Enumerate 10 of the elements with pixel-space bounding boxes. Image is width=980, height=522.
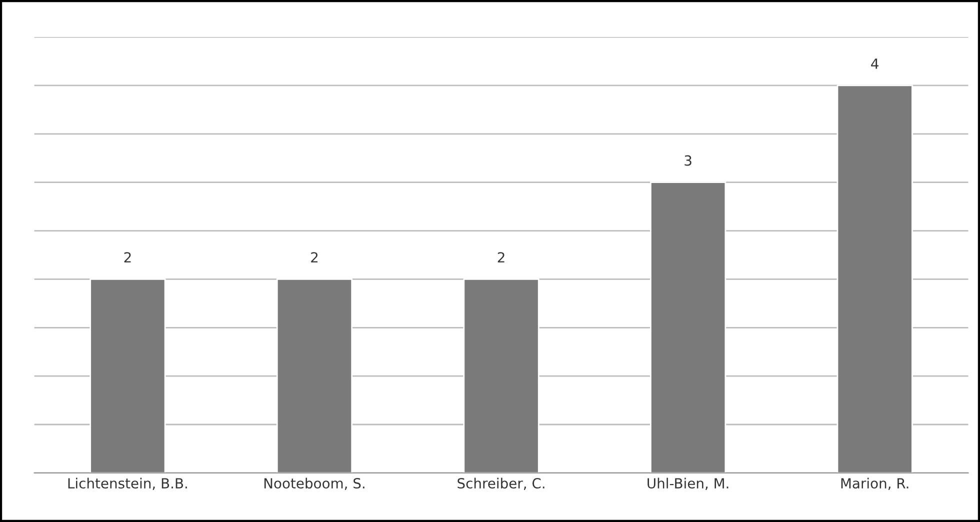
x-tick-label: Nooteboom, S. bbox=[264, 478, 364, 490]
data-label: 4 bbox=[871, 58, 878, 69]
data-label: 2 bbox=[311, 252, 318, 262]
x-tick-label: Schreiber, C. bbox=[458, 478, 544, 490]
data-label: 2 bbox=[124, 252, 131, 262]
x-tick-label: Marion, R. bbox=[841, 478, 908, 490]
x-tick-label: Lichtenstein, B.B. bbox=[68, 478, 187, 490]
x-tick-label: Uhl-Bien, M. bbox=[648, 478, 728, 490]
data-label: 3 bbox=[684, 155, 692, 166]
data-label: 2 bbox=[498, 252, 504, 262]
